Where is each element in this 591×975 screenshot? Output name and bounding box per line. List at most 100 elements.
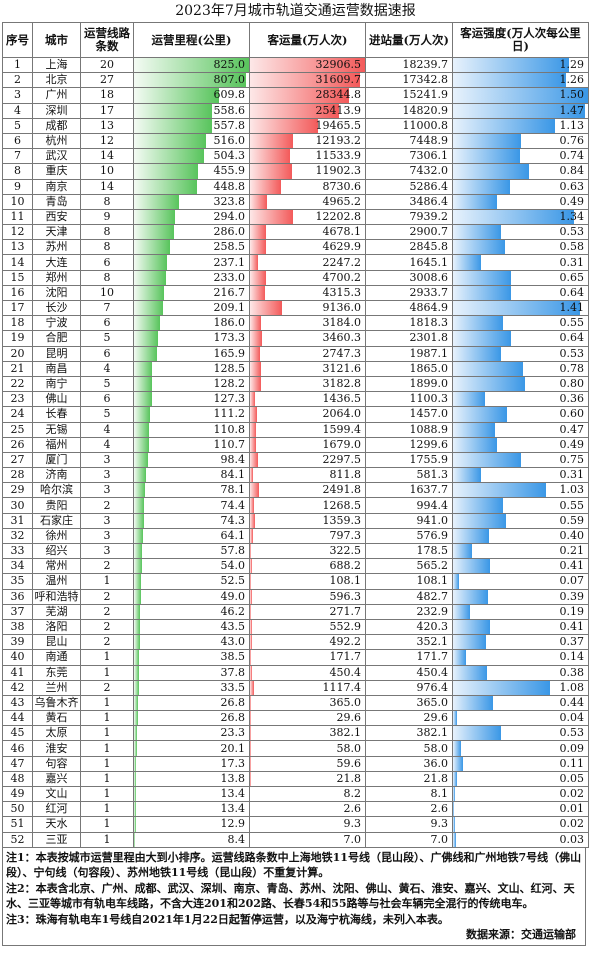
cell-length: 111.2: [133, 406, 250, 423]
cell-city: 太原: [32, 725, 81, 742]
ridership-value: 1599.4: [322, 422, 362, 436]
length-value: 33.5: [220, 680, 246, 694]
cell-city: 长沙: [32, 299, 81, 317]
ridership-bar: [250, 589, 253, 604]
cell-length: 37.8: [133, 664, 250, 681]
length-bar: [134, 756, 137, 771]
ridership-value: 19465.5: [315, 118, 362, 132]
cell-rank: 39: [2, 634, 33, 651]
length-value: 13.4: [220, 802, 246, 816]
cell-ridership: 1359.3: [249, 512, 366, 529]
cell-lines: 6: [80, 345, 134, 362]
cell-length: 57.8: [133, 542, 250, 560]
ridership-value: 8.2: [343, 787, 362, 801]
length-bar: [134, 361, 152, 376]
ridership-bar: [250, 498, 255, 513]
header-row: 序号 城市 运营线路条数 运营里程(公里) 客运量(万人次) 进站量(万人次) …: [2, 22, 589, 58]
intensity-value: 1.13: [559, 118, 585, 132]
length-value: 111.2: [213, 407, 246, 421]
cell-ridership: 28344.8: [249, 87, 366, 104]
cell-intensity: 0.84: [452, 163, 589, 180]
table-row: 6 杭州 12 516.0 12193.2 7448.9 0.76: [2, 132, 589, 150]
cell-entries: 581.3: [365, 467, 453, 484]
cell-city: 常州: [32, 558, 81, 575]
ridership-bar: [250, 285, 266, 300]
cell-lines: 2: [80, 603, 134, 620]
length-value: 173.3: [213, 331, 246, 345]
ridership-value: 382.1: [329, 726, 362, 740]
length-value: 13.4: [220, 787, 246, 801]
cell-intensity: 0.49: [452, 193, 589, 210]
cell-intensity: 0.39: [452, 588, 589, 605]
length-bar: [134, 255, 168, 270]
intensity-bar: [453, 118, 555, 133]
length-bar: [134, 133, 206, 149]
cell-ridership: 492.2: [249, 634, 366, 651]
cell-city: 厦门: [32, 451, 81, 469]
ridership-value: 4629.9: [322, 240, 362, 254]
cell-lines: 9: [80, 208, 134, 226]
cell-lines: 27: [80, 72, 134, 89]
intensity-bar: [453, 392, 486, 407]
cell-rank: 8: [2, 163, 33, 180]
cell-length: 74.4: [133, 497, 250, 514]
cell-rank: 3: [2, 87, 33, 104]
cell-ridership: 596.3: [249, 588, 366, 605]
cell-city: 文山: [32, 785, 81, 803]
table-row: 49 文山 1 13.4 8.2 8.1 0.02: [2, 785, 589, 803]
cell-intensity: 1.34: [452, 208, 589, 226]
ridership-bar: [250, 422, 256, 437]
intensity-bar: [453, 574, 460, 589]
length-bar: [134, 118, 212, 133]
ridership-value: 8730.6: [322, 179, 362, 193]
cell-entries: 382.1: [365, 725, 453, 742]
cell-rank: 22: [2, 375, 33, 393]
cell-rank: 24: [2, 406, 33, 423]
length-bar: [134, 73, 247, 88]
cell-entries: 108.1: [365, 573, 453, 590]
intensity-bar: [453, 513, 507, 528]
cell-entries: 4864.9: [365, 299, 453, 317]
ridership-bar: [250, 316, 262, 331]
cell-city: 芜湖: [32, 603, 81, 620]
cell-length: 209.1: [133, 299, 250, 317]
cell-rank: 28: [2, 467, 33, 484]
cell-rank: 25: [2, 421, 33, 438]
intensity-bar: [453, 498, 503, 513]
cell-ridership: 811.8: [249, 467, 366, 484]
header-intensity: 客运强度(万人次每公里日): [452, 22, 589, 58]
intensity-value: 0.65: [559, 270, 585, 284]
intensity-bar: [453, 589, 489, 604]
cell-length: 13.4: [133, 801, 250, 818]
ridership-bar: [250, 407, 258, 422]
length-value: 209.1: [213, 301, 246, 315]
cell-entries: 1088.9: [365, 421, 453, 438]
intensity-value: 0.80: [559, 377, 585, 391]
cell-lines: 14: [80, 148, 134, 165]
cell-city: 沈阳: [32, 284, 81, 302]
table-row: 14 大连 6 237.1 2247.2 1645.1 0.31: [2, 254, 589, 271]
cell-entries: 171.7: [365, 649, 453, 666]
length-value: 13.8: [220, 771, 246, 785]
length-bar: [134, 574, 142, 589]
length-bar: [134, 589, 141, 604]
cell-ridership: 2297.5: [249, 451, 366, 469]
cell-entries: 7939.2: [365, 208, 453, 226]
cell-city: 哈尔滨: [32, 482, 81, 499]
ridership-value: 28344.8: [315, 88, 362, 102]
length-value: 128.2: [213, 377, 246, 391]
table-body: 1 上海 20 825.0 32906.5 18239.7 1.29 2 北京 27 807.0 31…: [2, 56, 589, 848]
cell-intensity: 1.13: [452, 117, 589, 134]
intensity-bar: [453, 376, 525, 392]
ridership-value: 450.4: [329, 665, 362, 679]
cell-rank: 38: [2, 618, 33, 636]
ridership-value: 322.5: [329, 544, 362, 558]
cell-ridership: 4629.9: [249, 239, 366, 256]
cell-city: 红河: [32, 801, 81, 818]
table-row: 24 长春 5 111.2 2064.0 1457.0 0.60: [2, 406, 589, 423]
cell-entries: 11000.8: [365, 117, 453, 134]
cell-city: 昆山: [32, 634, 81, 651]
ridership-value: 3184.0: [322, 316, 362, 330]
cell-rank: 13: [2, 239, 33, 256]
cell-city: 无锡: [32, 421, 81, 438]
